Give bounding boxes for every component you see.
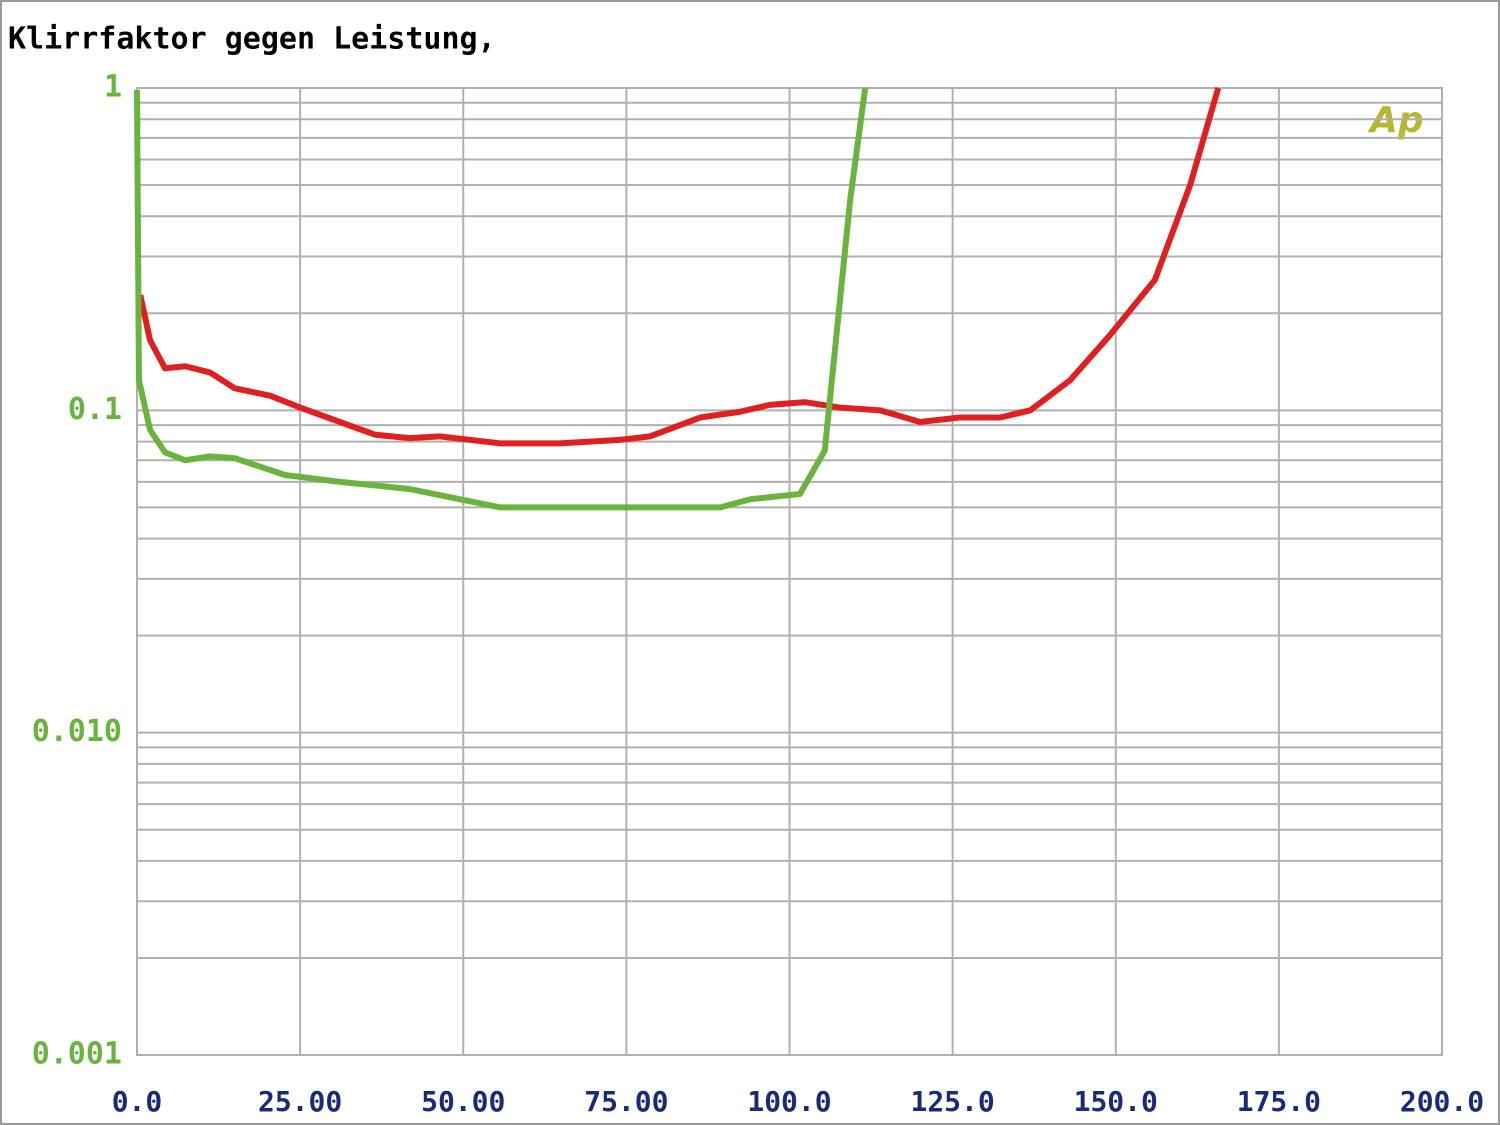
x-tick-label: 75.00 xyxy=(584,1085,668,1118)
x-tick-label: 25.00 xyxy=(258,1085,342,1118)
x-tick-label: 0.0 xyxy=(112,1085,163,1118)
y-tick-label: 0.010 xyxy=(32,714,122,749)
x-tick-label: 200.0 xyxy=(1400,1085,1484,1118)
logo: Ap xyxy=(1367,100,1424,141)
plot-border xyxy=(136,87,1443,1056)
data-line xyxy=(134,87,869,511)
chart-title: Klirrfaktor gegen Leistung, xyxy=(8,22,496,57)
x-tick-label: 100.0 xyxy=(747,1085,831,1118)
data-line xyxy=(137,87,1222,447)
y-tick-label: 1 xyxy=(104,70,122,105)
x-tick-label: 125.0 xyxy=(910,1085,994,1118)
x-tick-label: 50.00 xyxy=(421,1085,505,1118)
y-tick-label: 0.1 xyxy=(68,392,122,427)
x-tick-label: 175.0 xyxy=(1237,1085,1321,1118)
y-tick-label: 0.001 xyxy=(32,1037,122,1072)
x-tick-label: 150.0 xyxy=(1074,1085,1158,1118)
